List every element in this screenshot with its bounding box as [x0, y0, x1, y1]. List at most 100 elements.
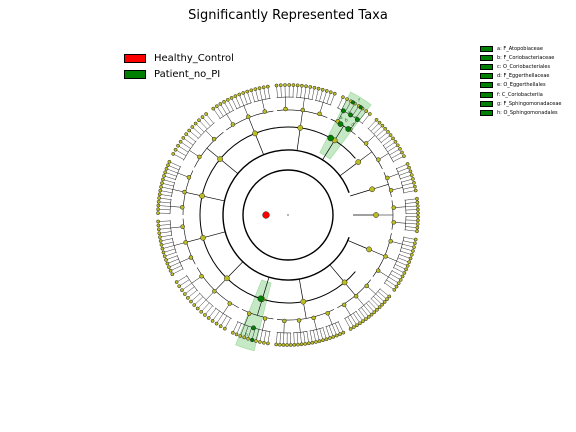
leaf-node-9-1-4 — [245, 89, 250, 94]
family-arc-2-0 — [370, 288, 381, 300]
leaf-node-5-0-1 — [218, 324, 223, 329]
leaf-node-13-0-0 — [405, 162, 410, 166]
leaf-branch-3-2-0 — [306, 331, 309, 344]
leaf-branch-3-1-2 — [316, 329, 320, 342]
leaf-branch-10-1-2 — [304, 86, 307, 99]
leaf-node-10-1-4 — [312, 85, 317, 90]
order-node-5-0 — [227, 301, 232, 306]
leaf-branch-13-0-1 — [397, 167, 410, 173]
leaf-node-2-1-2 — [369, 312, 374, 317]
phylum-branch-3 — [298, 278, 304, 302]
leaf-branch-3-2-2 — [300, 332, 302, 345]
leaf-branch-2-0-4 — [371, 298, 380, 308]
leaf-branch-12-0-2 — [373, 125, 383, 135]
leaf-node-5-1-0 — [203, 313, 207, 317]
leaf-branch-5-2-3 — [179, 279, 190, 287]
leaf-node-9-2-2 — [257, 86, 262, 91]
leaf-branch-3-0-1 — [335, 323, 341, 335]
leaf-branch-8-0-1 — [175, 149, 187, 156]
leaf-branch-4-1-1 — [243, 326, 249, 338]
legend-item-healthy: Healthy_Control — [124, 50, 234, 66]
clade-label-f: f: C_Coriobacteriia — [497, 91, 543, 98]
leaf-branch-3-2-3 — [296, 332, 299, 345]
leaf-node-5-1-4 — [189, 299, 193, 304]
leaf-branch-7-2-4 — [169, 161, 181, 167]
leaf-branch-12-1-1 — [385, 141, 396, 149]
leaf-node-8-0-1 — [173, 147, 178, 152]
leaf-branch-9-1-4 — [247, 91, 252, 104]
leaf-branch-8-0-5 — [186, 133, 196, 142]
leaf-node-10-2-3 — [328, 90, 333, 95]
leaf-node-7-2-4 — [167, 159, 172, 164]
leaf-node-0-1-0 — [416, 214, 420, 219]
leaf-node-3-2-3 — [296, 342, 300, 347]
leaf-node-12-1-4 — [400, 150, 404, 155]
leaf-branch-11-0-3 — [348, 103, 356, 114]
leaf-node-10-1-0 — [295, 83, 300, 88]
leaf-node-7-2-2 — [164, 166, 169, 171]
leaf-node-3-0-3 — [331, 335, 336, 339]
order-node-8-0 — [197, 154, 202, 160]
phylum-node-0 — [373, 212, 379, 218]
leaf-node-2-1-3 — [366, 315, 371, 319]
order-node-7-0 — [180, 205, 185, 210]
leaf-branch-9-2-4 — [267, 86, 270, 99]
leaf-node-7-0-4 — [157, 196, 161, 200]
leaf-node-6-2-3 — [156, 223, 161, 228]
leaf-node-3-1-4 — [310, 340, 315, 345]
leaf-branch-6-0-4 — [165, 255, 178, 261]
leaf-node-2-1-4 — [364, 317, 368, 321]
leaf-branch-9-1-3 — [243, 92, 248, 105]
leaf-branch-7-0-3 — [158, 201, 171, 204]
leaf-branch-13-0-2 — [399, 171, 411, 176]
order-node-10-0 — [283, 106, 288, 112]
leaf-branch-12-0-3 — [376, 128, 386, 137]
enriched-node-6 — [350, 100, 356, 105]
leaf-node-5-2-4 — [174, 280, 179, 284]
leaf-node-9-0-1 — [214, 104, 219, 109]
order-node-13-1 — [388, 188, 394, 193]
leaf-branch-11-1-0 — [352, 105, 359, 117]
leaf-node-12-1-0 — [391, 136, 395, 141]
leaf-node-4-0-1 — [262, 340, 266, 345]
leaf-branch-3-0-4 — [325, 326, 331, 339]
leaf-branch-3-1-1 — [319, 328, 324, 341]
leaf-branch-7-2-2 — [166, 168, 178, 174]
phylum-branch-11 — [322, 140, 335, 161]
leaf-node-3-2-4 — [292, 342, 297, 347]
leaf-node-11-1-3 — [367, 112, 372, 116]
clade-swatch-f — [480, 91, 493, 98]
leaf-node-12-0-1 — [377, 120, 382, 125]
enriched-node-5 — [354, 117, 360, 122]
clade-swatch-a — [480, 45, 493, 52]
leaf-branch-0-0-3 — [405, 209, 418, 211]
enriched-node-3 — [340, 108, 346, 114]
leaf-branch-6-0-2 — [168, 262, 181, 268]
leaf-node-2-2-1 — [358, 321, 362, 326]
leaf-node-3-3-2 — [281, 343, 286, 347]
leaf-branch-6-1-0 — [164, 252, 177, 257]
family-arc-7-2 — [175, 165, 181, 181]
phylum-node-2 — [341, 279, 348, 286]
leaf-branch-13-0-3 — [400, 174, 412, 179]
leaf-node-6-0-1 — [168, 268, 173, 273]
leaf-node-10-2-1 — [320, 87, 325, 92]
leaf-branch-9-1-2 — [239, 94, 244, 106]
clade-label-b: b: F_Coriobacteriaceae — [497, 54, 555, 61]
leaf-node-2-2-0 — [361, 319, 365, 324]
leaf-branch-5-2-1 — [184, 286, 195, 295]
order-node-3-3 — [282, 318, 287, 324]
leaf-branch-4-1-2 — [240, 324, 245, 337]
enriched-node-9 — [251, 325, 256, 331]
cladogram-edges — [158, 85, 418, 346]
ring-arc-2 — [222, 149, 350, 281]
leaf-branch-6-0-3 — [167, 258, 179, 264]
leaf-node-3-0-2 — [334, 333, 339, 338]
leaf-branch-1-2-0 — [391, 270, 403, 277]
leaf-node-10-2-0 — [316, 86, 321, 91]
leaf-node-6-0-3 — [165, 261, 170, 266]
leaf-node-5-0-3 — [210, 319, 215, 323]
leaf-branch-6-1-2 — [162, 245, 175, 249]
leaf-branch-9-1-1 — [235, 96, 241, 108]
leaf-node-7-1-4 — [161, 177, 165, 182]
